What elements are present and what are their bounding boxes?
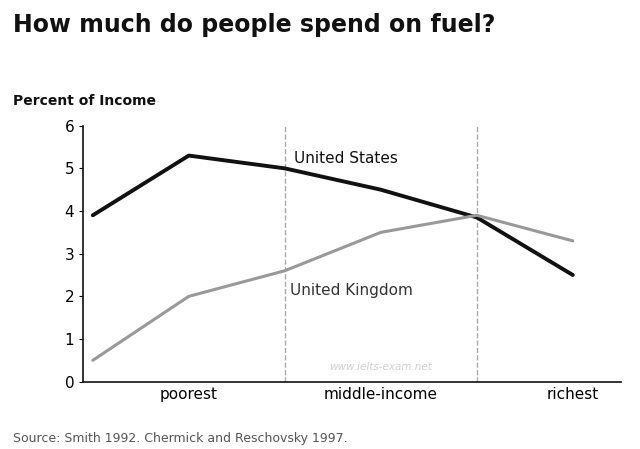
Text: Percent of Income: Percent of Income <box>13 94 156 108</box>
Text: United Kingdom: United Kingdom <box>289 283 412 298</box>
Text: www.ielts-exam.net: www.ielts-exam.net <box>330 362 432 372</box>
Text: How much do people spend on fuel?: How much do people spend on fuel? <box>13 13 495 37</box>
Text: United States: United States <box>294 151 398 166</box>
Text: Source: Smith 1992. Chermick and Reschovsky 1997.: Source: Smith 1992. Chermick and Reschov… <box>13 431 348 445</box>
